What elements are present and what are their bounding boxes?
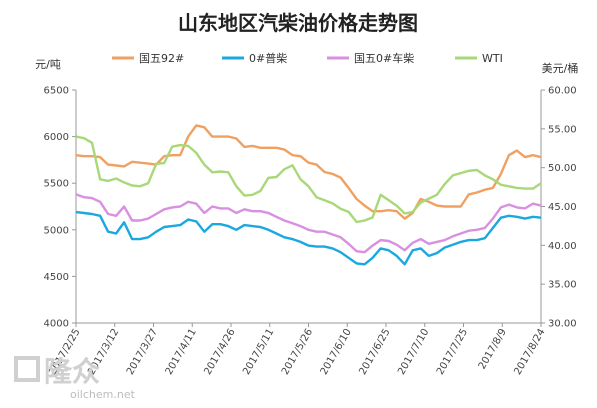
- watermark-logo-icon: [14, 356, 40, 382]
- x-tick-label: 2017/6/10: [319, 327, 354, 377]
- y-left-tick-label: 6500: [44, 86, 69, 97]
- y-left-tick-label: 5500: [44, 179, 69, 190]
- x-tick-label: 2017/5/26: [280, 327, 315, 377]
- watermark-site: oilchem.net: [70, 388, 136, 401]
- x-tick-label: 2017/7/10: [396, 327, 431, 377]
- y-right-tick-label: 30.00: [548, 319, 577, 330]
- x-tick-label: 2017/8/9: [477, 327, 509, 371]
- y-right-tick-label: 50.00: [548, 163, 577, 174]
- series-line-1: [75, 210, 542, 266]
- y-left-tick-label: 4000: [44, 319, 69, 330]
- y-left-tick-label: 4500: [44, 272, 69, 283]
- watermark-brand: 隆众: [44, 355, 100, 388]
- chart-title: 山东地区汽柴油价格走势图: [178, 11, 418, 35]
- x-tick-label: 2017/7/25: [435, 327, 470, 377]
- y-right-unit-label: 美元/桶: [542, 61, 579, 75]
- watermark: 隆众 oilchem.net: [14, 355, 136, 401]
- legend-label: WTI: [482, 52, 503, 65]
- y-left-tick-label: 6000: [44, 132, 69, 143]
- y-left-tick-label: 5000: [44, 225, 69, 236]
- y-right-tick-label: 60.00: [548, 86, 577, 97]
- y-right-tick-label: 55.00: [548, 124, 577, 135]
- series-line-2: [75, 193, 542, 254]
- x-tick-label: 2017/4/26: [202, 327, 237, 377]
- series-line-3: [75, 135, 542, 224]
- x-tick-label: 2017/4/11: [164, 327, 199, 377]
- series-line-0: [75, 124, 542, 220]
- legend-label: 国五0#车柴: [354, 51, 414, 65]
- y-right-tick-label: 45.00: [548, 202, 577, 213]
- y-right-tick-label: 40.00: [548, 241, 577, 252]
- legend-label: 国五92#: [139, 52, 184, 65]
- x-tick-label: 2017/5/11: [241, 327, 276, 377]
- legend: 国五92# 0#普柴 国五0#车柴 WTI: [112, 51, 503, 65]
- y-left-unit-label: 元/吨: [35, 58, 61, 71]
- x-tick-label: 2017/8/24: [512, 327, 547, 377]
- legend-label: 0#普柴: [249, 51, 287, 65]
- x-tick-label: 2017/3/27: [125, 327, 160, 377]
- x-tick-label: 2017/6/25: [357, 327, 392, 377]
- y-right-tick-label: 35.00: [548, 280, 577, 291]
- series-lines: [75, 124, 542, 266]
